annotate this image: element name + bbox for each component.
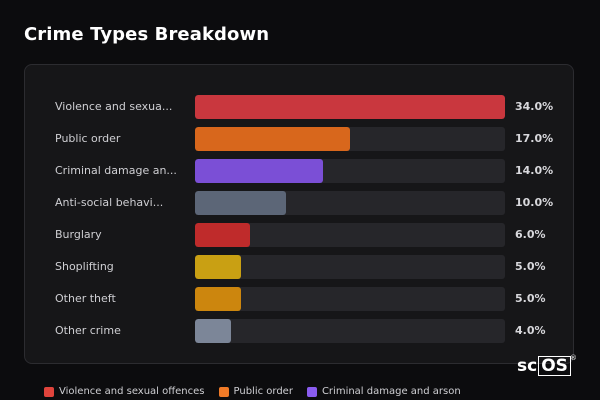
bar: [195, 159, 323, 183]
legend-label: Violence and sexual offences: [59, 386, 205, 397]
bar: [195, 255, 241, 279]
value-label: 10.0%: [515, 196, 554, 209]
category-label: Other crime: [55, 324, 121, 337]
bar-track: [195, 255, 505, 279]
bar-row: Anti-social behavi... 10.0%: [25, 191, 573, 215]
category-label: Burglary: [55, 228, 102, 241]
bar: [195, 191, 286, 215]
value-label: 17.0%: [515, 132, 554, 145]
legend-item: Public order: [218, 386, 293, 397]
brand-prefix: sc: [517, 356, 538, 376]
bar-track: [195, 287, 505, 311]
category-label: Public order: [55, 132, 121, 145]
legend-swatch: [218, 386, 229, 397]
bar-row: Violence and sexua... 34.0%: [25, 95, 573, 119]
bar: [195, 95, 505, 119]
value-label: 14.0%: [515, 164, 554, 177]
bar: [195, 287, 241, 311]
bar-row: Public order 17.0%: [25, 127, 573, 151]
category-label: Shoplifting: [55, 260, 114, 273]
bar-track: [195, 319, 505, 343]
value-label: 6.0%: [515, 228, 546, 241]
legend-item: Violence and sexual offences: [44, 386, 205, 397]
bar-row: Criminal damage an... 14.0%: [25, 159, 573, 183]
bar-track: [195, 191, 505, 215]
bar-row: Shoplifting 5.0%: [25, 255, 573, 279]
category-label: Anti-social behavi...: [55, 196, 164, 209]
page-title: Crime Types Breakdown: [24, 24, 270, 45]
bar-row: Burglary 6.0%: [25, 223, 573, 247]
legend-swatch: [306, 386, 317, 397]
category-label: Other theft: [55, 292, 116, 305]
category-label: Violence and sexua...: [55, 100, 173, 113]
legend-label: Public order: [233, 386, 293, 397]
bar: [195, 223, 250, 247]
value-label: 5.0%: [515, 292, 546, 305]
legend-swatch: [44, 386, 54, 397]
brand-boxed: OS: [538, 356, 571, 376]
bar-row: Other theft 5.0%: [25, 287, 573, 311]
bar-track: [195, 159, 505, 183]
bar: [195, 319, 231, 343]
legend-item: Criminal damage and arson: [306, 386, 461, 397]
value-label: 5.0%: [515, 260, 546, 273]
bar-track: [195, 127, 505, 151]
legend: Violence and sexual offences Public order…: [44, 386, 461, 397]
chart-card: Violence and sexua... 34.0% Public order 17…: [24, 64, 574, 364]
value-label: 34.0%: [515, 100, 554, 113]
legend-label: Criminal damage and arson: [321, 386, 461, 397]
brand-logo: sc OS ®: [517, 354, 577, 376]
bar-row: Other crime 4.0%: [25, 319, 573, 343]
bar: [195, 127, 350, 151]
bar-track: [195, 95, 505, 119]
brand-registered-mark: ®: [569, 354, 577, 362]
bar-track: [195, 223, 505, 247]
value-label: 4.0%: [515, 324, 546, 337]
category-label: Criminal damage an...: [55, 164, 177, 177]
